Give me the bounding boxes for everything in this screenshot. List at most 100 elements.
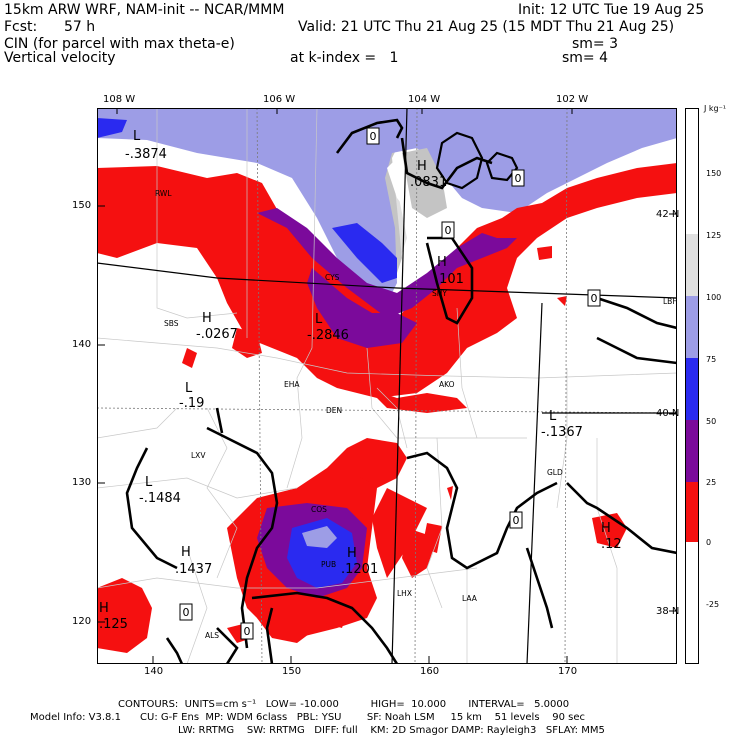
svg-text:0: 0 bbox=[513, 514, 520, 527]
vv-extrema-labels: L -.3874 H .0831 H .101 H -.0267 L -.284… bbox=[99, 129, 622, 632]
svg-text:.125: .125 bbox=[99, 617, 128, 632]
valid-time: Valid: 21 UTC Thu 21 Aug 25 (15 MDT Thu … bbox=[298, 19, 675, 35]
svg-text:H: H bbox=[601, 521, 611, 536]
svg-text:H: H bbox=[181, 545, 191, 560]
svg-text:H: H bbox=[347, 546, 357, 561]
svg-text:.1201: .1201 bbox=[341, 562, 378, 577]
cbar-gray-light bbox=[685, 234, 699, 296]
svg-text:SNY: SNY bbox=[432, 289, 447, 298]
svg-text:-.2846: -.2846 bbox=[307, 328, 349, 343]
svg-text:L: L bbox=[549, 409, 557, 424]
cbar-tick-75: 75 bbox=[706, 355, 717, 364]
cbar-tick-minus25: -25 bbox=[706, 600, 720, 609]
svg-text:-.0267: -.0267 bbox=[196, 327, 238, 342]
field1-name: CIN (for parcel with max theta-e) bbox=[4, 36, 235, 52]
svg-text:PUB: PUB bbox=[321, 560, 336, 569]
model-info-2: LW: RRTMG SW: RRTMG DIFF: full KM: 2D Sm… bbox=[178, 725, 605, 736]
lat-label-40: 40 N bbox=[656, 408, 680, 419]
map-ticks bbox=[97, 108, 677, 664]
svg-text:-.19: -.19 bbox=[179, 396, 204, 411]
grid-y-130: 130 bbox=[72, 477, 92, 488]
svg-text:.12: .12 bbox=[601, 537, 622, 552]
svg-text:0: 0 bbox=[591, 292, 598, 305]
fcst-value: 57 h bbox=[64, 19, 96, 35]
svg-text:H: H bbox=[202, 311, 212, 326]
colorbar bbox=[685, 108, 699, 664]
grid-y-140: 140 bbox=[72, 339, 92, 350]
cbar-red bbox=[685, 482, 699, 542]
svg-text:AKO: AKO bbox=[439, 380, 455, 389]
forecast-map: 0 0 0 0 0 0 0 RWL CYS SBS DEN AKO LXV PU… bbox=[97, 108, 677, 664]
lat-lon-lines bbox=[97, 108, 677, 664]
cbar-blue bbox=[685, 358, 699, 420]
svg-text:.0831: .0831 bbox=[410, 175, 447, 190]
svg-text:0: 0 bbox=[244, 625, 251, 638]
field1-smooth: sm= 3 bbox=[572, 36, 619, 52]
svg-text:RWL: RWL bbox=[155, 189, 172, 198]
lon-label-108: 108 W bbox=[103, 94, 136, 105]
vv-contours bbox=[125, 118, 677, 664]
grid-x-160: 160 bbox=[420, 666, 440, 677]
county-lines bbox=[97, 108, 677, 664]
zero-markers: 0 0 0 0 0 0 0 bbox=[179, 127, 601, 640]
svg-text:LHX: LHX bbox=[397, 589, 412, 598]
svg-text:H: H bbox=[99, 601, 109, 616]
fcst-label: Fcst: bbox=[4, 19, 38, 35]
city-labels: RWL CYS SBS DEN AKO LXV PUB LAA ALS GLD … bbox=[155, 189, 677, 640]
svg-text:-.3874: -.3874 bbox=[125, 147, 167, 162]
field2-smooth: sm= 4 bbox=[562, 50, 609, 66]
svg-text:0: 0 bbox=[515, 172, 522, 185]
svg-text:LAA: LAA bbox=[462, 594, 478, 603]
grid-x-150: 150 bbox=[282, 666, 302, 677]
field2-name: Vertical velocity bbox=[4, 50, 116, 66]
svg-text:EHA: EHA bbox=[284, 380, 300, 389]
contour-loops bbox=[435, 131, 519, 190]
grid-y-120: 120 bbox=[72, 616, 92, 627]
svg-text:-.1367: -.1367 bbox=[541, 425, 583, 440]
cbar-white-bottom bbox=[685, 542, 699, 664]
grid-x-140: 140 bbox=[144, 666, 164, 677]
lat-label-38: 38 N bbox=[656, 606, 680, 617]
cbar-tick-0: 0 bbox=[706, 538, 712, 547]
svg-text:0: 0 bbox=[370, 130, 377, 143]
lat-label-42: 42 N bbox=[656, 209, 680, 220]
svg-text:DEN: DEN bbox=[326, 406, 342, 415]
cbar-tick-100: 100 bbox=[706, 293, 722, 302]
model-title: 15km ARW WRF, NAM-init -- NCAR/MMM bbox=[4, 2, 285, 18]
svg-text:L: L bbox=[315, 312, 323, 327]
svg-text:H: H bbox=[437, 255, 447, 270]
cbar-tick-50: 50 bbox=[706, 417, 717, 426]
cbar-tick-150: 150 bbox=[706, 169, 722, 178]
svg-text:LXV: LXV bbox=[191, 451, 206, 460]
cbar-lavender bbox=[685, 296, 699, 358]
contour-info: CONTOURS: UNITS=cm s⁻¹ LOW= -10.000 HIGH… bbox=[118, 699, 570, 710]
grid-y-150: 150 bbox=[72, 200, 92, 211]
svg-text:CYS: CYS bbox=[325, 273, 340, 282]
svg-text:.101: .101 bbox=[435, 272, 464, 287]
svg-text:L: L bbox=[133, 129, 141, 144]
svg-text:L: L bbox=[145, 475, 153, 490]
state-borders bbox=[97, 108, 677, 664]
svg-text:ALS: ALS bbox=[205, 631, 219, 640]
model-info: Model Info: V3.8.1 CU: G-F Ens MP: WDM 6… bbox=[30, 712, 586, 723]
k-index: at k-index = 1 bbox=[290, 50, 399, 66]
svg-text:LBF: LBF bbox=[663, 297, 677, 306]
svg-text:H: H bbox=[417, 159, 427, 174]
svg-text:.1437: .1437 bbox=[175, 562, 212, 577]
cbar-unit: J kg⁻¹ bbox=[704, 104, 727, 113]
svg-text:0: 0 bbox=[445, 224, 452, 237]
svg-text:-.1484: -.1484 bbox=[139, 491, 181, 506]
map-frame bbox=[97, 108, 677, 664]
svg-text:0: 0 bbox=[183, 606, 190, 619]
cin-shading bbox=[97, 108, 677, 653]
svg-text:SBS: SBS bbox=[164, 319, 179, 328]
cbar-white-top bbox=[685, 108, 699, 234]
cbar-tick-125: 125 bbox=[706, 231, 722, 240]
svg-text:COS: COS bbox=[311, 505, 327, 514]
lon-label-102: 102 W bbox=[556, 94, 589, 105]
cbar-frame bbox=[685, 108, 699, 664]
cbar-purple bbox=[685, 420, 699, 482]
cbar-tick-25: 25 bbox=[706, 478, 717, 487]
lon-label-106: 106 W bbox=[263, 94, 296, 105]
svg-text:L: L bbox=[185, 381, 193, 396]
